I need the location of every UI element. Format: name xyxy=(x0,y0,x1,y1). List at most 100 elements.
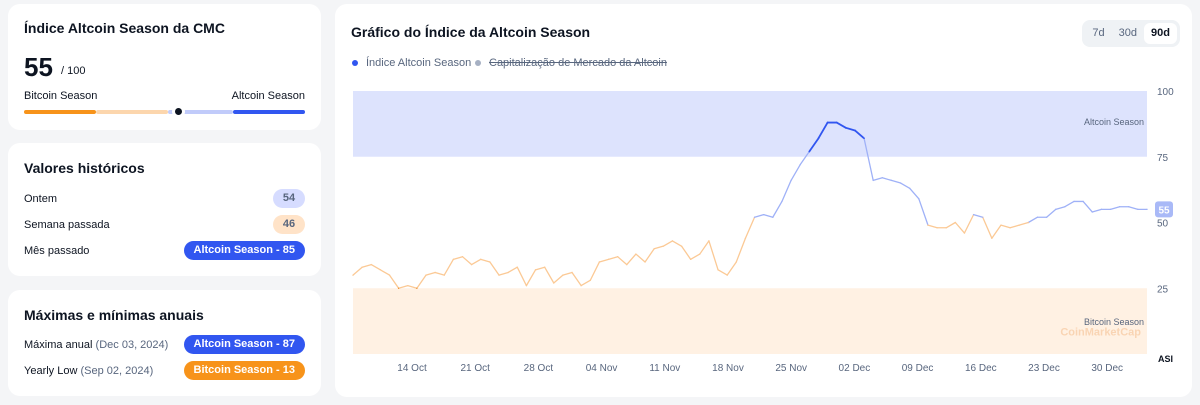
series-segment xyxy=(644,248,655,263)
data-point[interactable] xyxy=(945,227,947,229)
data-point[interactable] xyxy=(854,129,856,132)
data-point[interactable] xyxy=(1137,208,1139,210)
data-point[interactable] xyxy=(443,274,445,276)
legend-item-index[interactable]: Índice Altcoin Season xyxy=(352,57,471,69)
data-point[interactable] xyxy=(544,266,546,268)
data-point[interactable] xyxy=(1009,227,1011,229)
data-point[interactable] xyxy=(763,214,765,216)
data-point[interactable] xyxy=(744,237,747,239)
data-point[interactable] xyxy=(644,261,646,263)
data-point[interactable] xyxy=(836,121,838,124)
data-point[interactable] xyxy=(598,261,601,263)
legend-item-marketcap[interactable]: Capitalização de Mercado da Altcoin xyxy=(475,57,667,69)
data-point[interactable] xyxy=(398,287,400,289)
data-point[interactable] xyxy=(671,240,674,242)
data-point[interactable] xyxy=(480,258,482,260)
data-point[interactable] xyxy=(726,274,728,276)
data-point[interactable] xyxy=(534,269,537,271)
data-point[interactable] xyxy=(982,216,984,218)
data-point[interactable] xyxy=(753,216,756,218)
data-point[interactable] xyxy=(909,187,911,189)
data-point[interactable] xyxy=(972,214,975,216)
data-point[interactable] xyxy=(936,227,938,229)
series-segment xyxy=(835,121,847,129)
data-point[interactable] xyxy=(580,285,582,287)
data-point[interactable] xyxy=(379,269,381,271)
data-point[interactable] xyxy=(1036,216,1039,218)
data-point[interactable] xyxy=(516,266,518,268)
data-point[interactable] xyxy=(471,263,473,266)
data-point[interactable] xyxy=(817,137,820,139)
data-point[interactable] xyxy=(1109,208,1112,210)
data-point[interactable] xyxy=(963,232,966,234)
data-point[interactable] xyxy=(735,261,737,263)
data-point[interactable] xyxy=(662,245,664,247)
x-tick-label: 18 Nov xyxy=(712,363,744,374)
data-point[interactable] xyxy=(881,177,883,179)
data-point[interactable] xyxy=(826,121,829,124)
data-point[interactable] xyxy=(899,182,902,184)
data-point[interactable] xyxy=(489,261,491,263)
data-point[interactable] xyxy=(1082,200,1084,203)
data-point[interactable] xyxy=(1018,224,1020,226)
data-point[interactable] xyxy=(680,245,683,247)
data-point[interactable] xyxy=(416,287,418,289)
data-point[interactable] xyxy=(1128,206,1130,208)
data-point[interactable] xyxy=(653,248,655,250)
data-point[interactable] xyxy=(863,137,865,139)
data-point[interactable] xyxy=(461,256,464,258)
data-point[interactable] xyxy=(1073,200,1075,203)
data-point[interactable] xyxy=(617,256,619,258)
data-point[interactable] xyxy=(361,266,363,268)
data-point[interactable] xyxy=(425,274,427,276)
data-point[interactable] xyxy=(407,285,409,287)
data-point[interactable] xyxy=(927,224,929,226)
data-point[interactable] xyxy=(434,271,436,274)
data-point[interactable] xyxy=(708,240,710,242)
data-point[interactable] xyxy=(370,263,372,266)
data-point[interactable] xyxy=(1100,208,1102,210)
data-point[interactable] xyxy=(799,164,801,166)
data-point[interactable] xyxy=(498,274,500,276)
data-point[interactable] xyxy=(1027,221,1029,224)
data-point[interactable] xyxy=(699,253,701,255)
data-point[interactable] xyxy=(845,127,847,129)
data-point[interactable] xyxy=(388,274,391,276)
data-point[interactable] xyxy=(1091,211,1093,213)
data-point[interactable] xyxy=(772,216,774,218)
zone-label-bitcoin: Bitcoin Season xyxy=(1084,317,1144,327)
data-point[interactable] xyxy=(571,271,573,274)
range-90d-button[interactable]: 90d xyxy=(1144,23,1177,44)
data-point[interactable] xyxy=(607,258,610,260)
data-point[interactable] xyxy=(352,274,354,276)
bitcoin-season-zone xyxy=(353,288,1147,354)
data-point[interactable] xyxy=(562,274,564,276)
data-point[interactable] xyxy=(507,271,509,274)
data-point[interactable] xyxy=(1064,206,1066,208)
data-point[interactable] xyxy=(589,279,591,281)
data-point[interactable] xyxy=(954,221,956,224)
data-point[interactable] xyxy=(635,253,637,255)
data-point[interactable] xyxy=(1055,208,1057,210)
data-point[interactable] xyxy=(991,237,993,239)
data-point[interactable] xyxy=(790,179,792,182)
data-point[interactable] xyxy=(808,150,810,153)
data-point[interactable] xyxy=(452,258,454,260)
data-point[interactable] xyxy=(890,179,893,182)
data-point[interactable] xyxy=(1000,224,1002,226)
range-7d-button[interactable]: 7d xyxy=(1092,27,1105,39)
data-point[interactable] xyxy=(690,258,692,260)
data-point[interactable] xyxy=(1146,208,1148,210)
data-point[interactable] xyxy=(1119,206,1121,208)
range-30d-button[interactable]: 30d xyxy=(1118,27,1138,39)
data-point[interactable] xyxy=(525,285,528,287)
data-point[interactable] xyxy=(717,269,719,271)
data-point[interactable] xyxy=(553,282,555,284)
data-point[interactable] xyxy=(918,198,920,200)
data-point[interactable] xyxy=(872,179,874,182)
series-segment xyxy=(763,213,774,218)
data-point[interactable] xyxy=(781,200,783,203)
data-point[interactable] xyxy=(1046,216,1048,218)
data-point[interactable] xyxy=(626,263,628,266)
series-segment xyxy=(690,253,701,260)
